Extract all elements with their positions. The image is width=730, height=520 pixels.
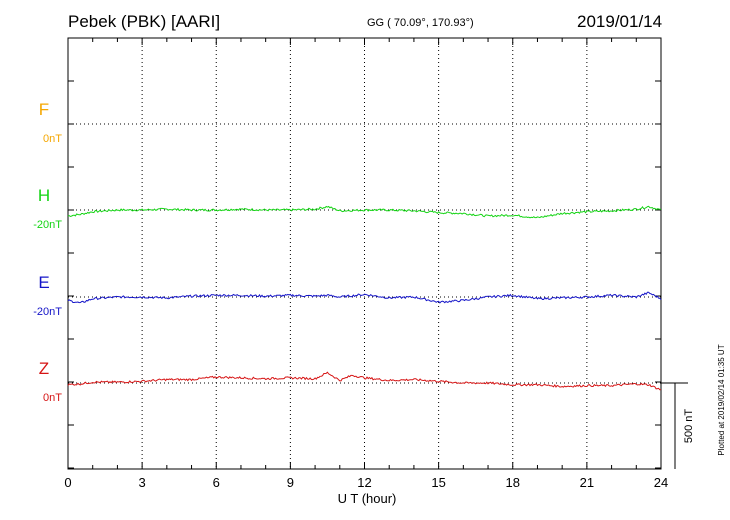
series-letter-F: F xyxy=(39,100,49,119)
series-baseline-label-F: 0nT xyxy=(43,133,62,145)
series-letter-Z: Z xyxy=(39,359,49,378)
x-axis-title: U T (hour) xyxy=(338,491,397,506)
station-title: Pebek (PBK) [AARI] xyxy=(68,12,221,31)
series-layer xyxy=(67,205,662,391)
plotted-note: Plotted at 2019/02/14 01:35 UT xyxy=(717,344,726,455)
x-tick-label-21: 21 xyxy=(580,475,594,490)
x-tick-label-6: 6 xyxy=(213,475,220,490)
x-tick-label-15: 15 xyxy=(431,475,445,490)
x-tick-label-18: 18 xyxy=(506,475,520,490)
x-tick-label-12: 12 xyxy=(357,475,371,490)
plot-date: 2019/01/14 xyxy=(577,12,663,31)
series-labels: F 0nT H -20nT E -20nT Z 0nT xyxy=(33,100,62,404)
axis-ticks: 0 3 6 9 12 15 18 21 24 xyxy=(64,38,668,490)
series-line-H xyxy=(67,205,662,219)
x-tick-label-9: 9 xyxy=(287,475,294,490)
series-baseline-label-Z: 0nT xyxy=(43,392,62,404)
series-line-Z xyxy=(67,371,662,391)
grid-lines xyxy=(68,38,661,469)
series-letter-E: E xyxy=(38,273,49,292)
scale-bar-label: 500 nT xyxy=(683,409,695,444)
x-tick-label-3: 3 xyxy=(139,475,146,490)
series-letter-H: H xyxy=(38,186,50,205)
x-tick-label-24: 24 xyxy=(654,475,668,490)
series-baseline-label-E: -20nT xyxy=(33,306,62,318)
series-line-E xyxy=(67,291,662,304)
station-coordinates: GG ( 70.09°, 170.93°) xyxy=(367,17,474,29)
series-baseline-label-H: -20nT xyxy=(33,219,62,231)
x-tick-label-0: 0 xyxy=(64,475,71,490)
scale-bar: 500 nT xyxy=(661,382,695,469)
